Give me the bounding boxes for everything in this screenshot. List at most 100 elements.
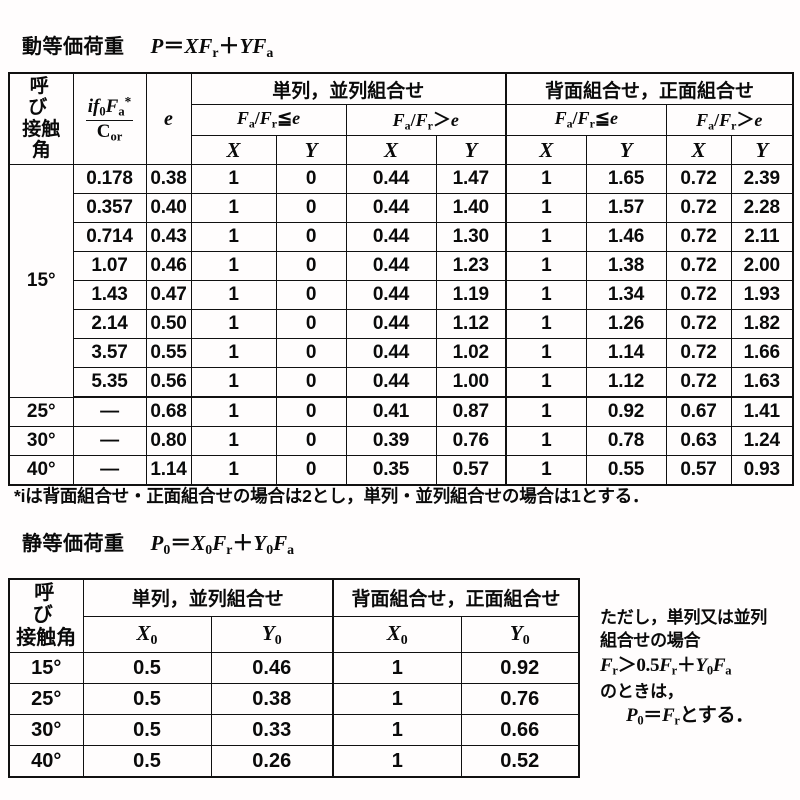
load-ratio-numerator: if0Fa* (85, 94, 134, 121)
cell-factor-y0: 0.26 (210, 745, 334, 779)
cell-factor-y: 1.47 (435, 164, 507, 195)
cell-factor-y: 1.38 (585, 251, 667, 282)
cell-factor-x: 1 (505, 338, 587, 369)
static-header-nominal-contact-angle: 呼 び 接触角 (8, 578, 84, 654)
cell-factor-x: 1 (190, 280, 277, 311)
cell-factor-x: 0.44 (345, 251, 437, 282)
header-x-1: X (190, 135, 277, 166)
cell-factor-x: 0.72 (665, 280, 732, 311)
cell-factor-y: 1.02 (435, 338, 507, 369)
cell-factor-y: 0.55 (585, 455, 667, 487)
cell-factor-x: 1 (505, 280, 587, 311)
header-condition-2: Fa/Fr＞e (345, 103, 507, 137)
cell-factor-x: 0.44 (345, 338, 437, 369)
cell-factor-x: 1 (505, 396, 587, 428)
table-row: 0.714 0.43 1 0 0.44 1.30 1 1.46 0.72 2.11 (9, 222, 795, 253)
cell-e-value: 0.80 (145, 426, 192, 457)
sidenote-line-4: のときは， (600, 681, 684, 701)
cell-factor-x: 1 (505, 455, 587, 487)
row-contact-angle: 25° (8, 683, 84, 716)
header-x-2: X (345, 135, 437, 166)
table-row: 15° 0.5 0.46 1 0.92 (8, 652, 581, 685)
cell-factor-y: 0.78 (585, 426, 667, 457)
table-header-row-conditions: Fa/Fr≦e Fa/Fr＞e Fa/Fr≦e Fa/Fr＞e (9, 103, 795, 137)
static-header-x0-1: X0 (82, 615, 212, 654)
header-y-2: Y (435, 135, 507, 166)
row-contact-angle: 30° (8, 426, 74, 457)
cell-factor-x: 1 (190, 251, 277, 282)
cell-factor-x0: 1 (332, 652, 462, 685)
cell-load-ratio: — (72, 426, 147, 457)
cell-e-value: 0.43 (145, 222, 192, 253)
cell-factor-x: 0.44 (345, 367, 437, 399)
cell-factor-y: 0 (275, 164, 347, 195)
table-row: 1.07 0.46 1 0 0.44 1.23 1 1.38 0.72 2.00 (9, 251, 795, 282)
cell-factor-y: 0 (275, 426, 347, 457)
cell-factor-x: 0.67 (665, 396, 732, 428)
cell-factor-x: 0.44 (345, 280, 437, 311)
cell-factor-x: 1 (505, 164, 587, 195)
cell-e-value: 0.68 (145, 396, 192, 428)
cell-load-ratio: 3.57 (72, 338, 147, 369)
table-row: 1.43 0.47 1 0 0.44 1.19 1 1.34 0.72 1.93 (9, 280, 795, 311)
cell-factor-x0: 1 (332, 683, 462, 716)
header-x-4: X (665, 135, 732, 166)
cell-factor-x: 1 (190, 193, 277, 224)
header-y-4: Y (730, 135, 795, 166)
header-y-1: Y (275, 135, 347, 166)
cell-factor-y: 1.24 (730, 426, 795, 457)
cell-factor-y: 0 (275, 280, 347, 311)
cell-e-value: 0.55 (145, 338, 192, 369)
table-row: 30° 0.5 0.33 1 0.66 (8, 714, 581, 747)
cell-load-ratio: — (72, 455, 147, 487)
static-load-title-label: 静等価荷重 (22, 533, 125, 555)
cell-factor-x0: 1 (332, 714, 462, 747)
header-y-3: Y (585, 135, 667, 166)
cell-factor-x: 1 (190, 455, 277, 487)
static-load-table-body: 15° 0.5 0.46 1 0.92 25° 0.5 0.38 1 0.76 30° 0.5 0.33… (8, 652, 581, 779)
header-nominal-label: 呼 び (28, 76, 82, 119)
row-contact-angle: 30° (8, 714, 84, 747)
cell-factor-x: 1 (190, 164, 277, 195)
cell-factor-x: 0.44 (345, 164, 437, 195)
cell-factor-y: 1.30 (435, 222, 507, 253)
cell-factor-x: 1 (505, 251, 587, 282)
cell-e-value: 0.46 (145, 251, 192, 282)
cell-factor-y: 0 (275, 367, 347, 399)
cell-factor-x0: 0.5 (82, 745, 212, 779)
header-condition-3: Fa/Fr≦e (505, 103, 667, 137)
cell-factor-y0: 0.92 (460, 652, 581, 685)
static-header-group-back-face: 背面組合せ，正面組合せ (332, 577, 581, 617)
static-header-group-single-parallel: 単列，並列組合せ (82, 577, 334, 617)
cell-factor-y: 0 (275, 193, 347, 224)
static-load-title: 静等価荷重 P0＝X0Fr＋Y0Fa (22, 527, 294, 558)
cell-factor-x0: 0.5 (82, 683, 212, 716)
header-load-ratio: if0Fa* Cor (72, 72, 147, 166)
cell-factor-x: 1 (505, 309, 587, 340)
static-header-contact-angle-label: 接触角 (16, 626, 77, 649)
cell-e-value: 0.50 (145, 309, 192, 340)
cell-factor-y: 0.92 (585, 396, 667, 428)
cell-factor-x: 0.72 (665, 367, 732, 399)
cell-factor-x: 1 (190, 396, 277, 428)
cell-factor-y0: 0.33 (210, 714, 334, 747)
cell-factor-x: 0.35 (345, 455, 437, 487)
table-row: 2.14 0.50 1 0 0.44 1.12 1 1.26 0.72 1.82 (9, 309, 795, 340)
dynamic-load-table: 呼 び 接触角 if0Fa* Cor e 単列，並列組合せ 背面組合せ，正面組合… (8, 72, 795, 487)
cell-factor-y: 1.63 (730, 367, 795, 399)
cell-factor-y: 1.46 (585, 222, 667, 253)
cell-factor-y0: 0.38 (210, 683, 334, 716)
cell-factor-x: 0.41 (345, 396, 437, 428)
cell-factor-y: 1.40 (435, 193, 507, 224)
cell-e-value: 0.38 (145, 164, 192, 195)
cell-factor-y: 0 (275, 455, 347, 487)
row-contact-angle: 15° (8, 164, 74, 398)
cell-factor-y: 0.76 (435, 426, 507, 457)
dynamic-load-table-body: 15° 0.178 0.38 1 0 0.44 1.47 1 1.65 0.72 2.39 0.357… (8, 164, 795, 487)
cell-factor-y: 0.93 (730, 455, 795, 487)
sidenote-line-2: 組合せの場合 (600, 631, 701, 651)
cell-factor-y0: 0.46 (210, 652, 334, 685)
cell-factor-x: 1 (505, 193, 587, 224)
cell-load-ratio: 2.14 (72, 309, 147, 340)
